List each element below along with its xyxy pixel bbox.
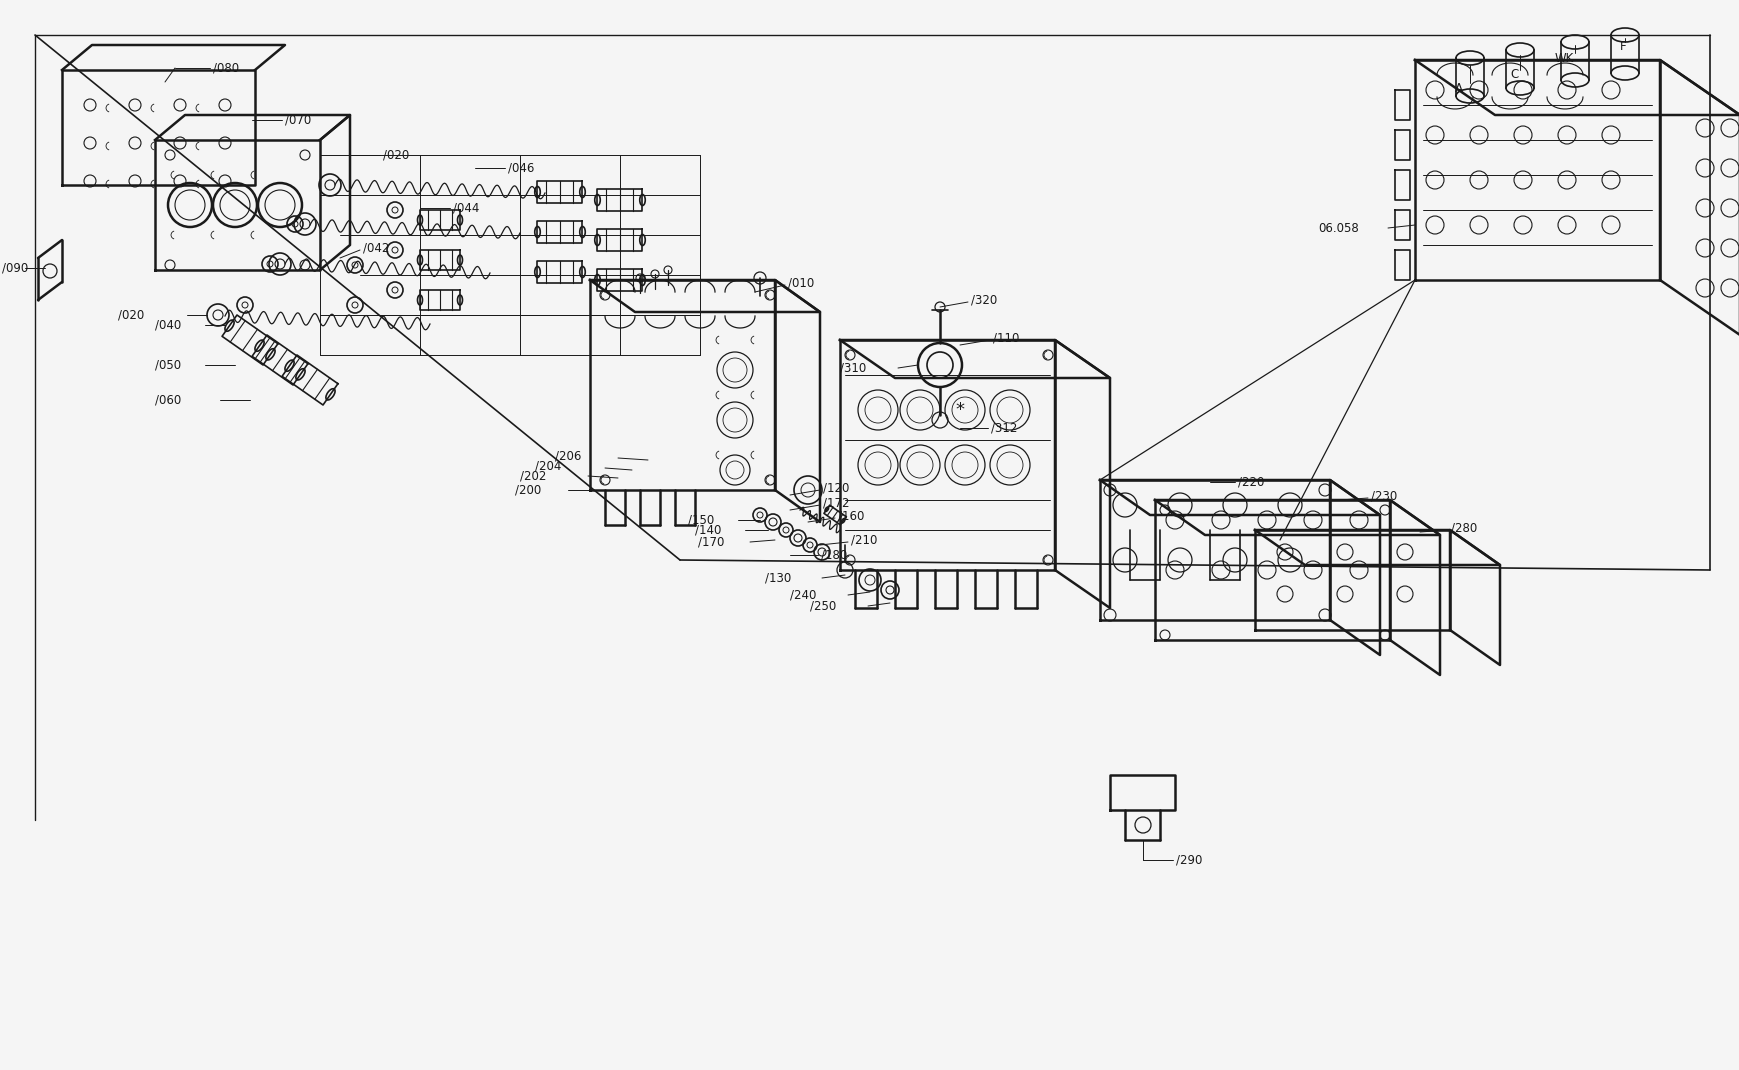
Text: /230: /230 bbox=[1370, 489, 1396, 503]
Text: /044: /044 bbox=[452, 201, 480, 214]
Text: /010: /010 bbox=[788, 276, 814, 290]
Text: /130: /130 bbox=[765, 571, 791, 584]
Text: /070: /070 bbox=[285, 113, 311, 126]
Text: *: * bbox=[955, 401, 963, 419]
Text: /180: /180 bbox=[821, 549, 847, 562]
Text: C: C bbox=[1509, 67, 1518, 80]
Text: /040: /040 bbox=[155, 319, 181, 332]
Text: /042: /042 bbox=[363, 242, 390, 255]
Text: /206: /206 bbox=[555, 449, 581, 462]
Text: 06.058: 06.058 bbox=[1316, 221, 1358, 234]
Text: /046: /046 bbox=[508, 162, 534, 174]
Text: /310: /310 bbox=[840, 362, 866, 374]
Text: /240: /240 bbox=[790, 588, 816, 601]
Text: /020: /020 bbox=[118, 308, 144, 321]
Text: /050: /050 bbox=[155, 358, 181, 371]
Text: /290: /290 bbox=[1176, 854, 1202, 867]
Text: /210: /210 bbox=[850, 534, 876, 547]
Text: /312: /312 bbox=[991, 422, 1017, 434]
Text: A: A bbox=[1454, 81, 1462, 94]
Text: /140: /140 bbox=[694, 523, 722, 536]
Text: /060: /060 bbox=[155, 394, 181, 407]
Text: /202: /202 bbox=[520, 470, 546, 483]
Text: /250: /250 bbox=[810, 599, 836, 612]
Text: /110: /110 bbox=[993, 332, 1019, 345]
Text: /170: /170 bbox=[697, 535, 723, 549]
Text: F: F bbox=[1619, 40, 1626, 52]
Text: /320: /320 bbox=[970, 293, 996, 306]
Text: /160: /160 bbox=[838, 509, 864, 522]
Text: /200: /200 bbox=[515, 484, 541, 496]
Text: /280: /280 bbox=[1450, 521, 1476, 535]
Text: /090: /090 bbox=[2, 261, 28, 275]
Text: /204: /204 bbox=[534, 459, 562, 473]
Text: /150: /150 bbox=[687, 514, 713, 526]
Text: WK: WK bbox=[1555, 51, 1574, 64]
Text: /080: /080 bbox=[212, 61, 238, 75]
Text: /220: /220 bbox=[1236, 475, 1264, 489]
Text: /172: /172 bbox=[823, 496, 849, 509]
Text: /120: /120 bbox=[823, 482, 849, 494]
Text: /020: /020 bbox=[383, 149, 409, 162]
